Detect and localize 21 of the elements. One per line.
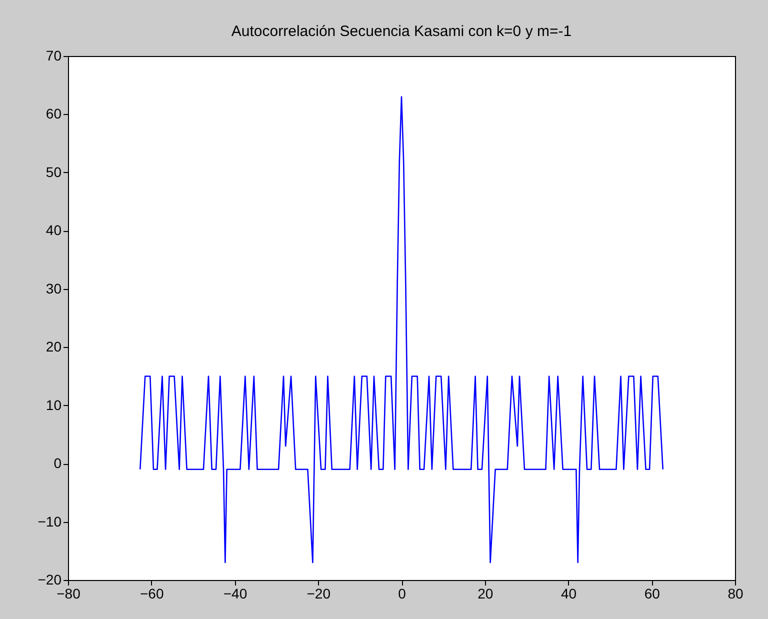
y-tick-label: 30 bbox=[46, 280, 62, 296]
x-tick-label: 40 bbox=[560, 586, 577, 602]
y-tick-label: −10 bbox=[38, 513, 62, 530]
x-tick-label: −80 bbox=[56, 586, 81, 602]
y-tick-label: 10 bbox=[46, 396, 62, 413]
x-tick-label: 80 bbox=[728, 586, 744, 602]
line-series bbox=[139, 96, 664, 564]
y-tick-label: 60 bbox=[46, 106, 62, 122]
chart-title: Autocorrelación Secuencia Kasami con k=0 y m=-1 bbox=[231, 23, 572, 40]
x-tick-label: 20 bbox=[478, 586, 494, 602]
y-tick-label: 40 bbox=[46, 222, 62, 238]
x-tick-label: 60 bbox=[644, 586, 660, 602]
y-tick-label: 70 bbox=[46, 48, 62, 64]
y-tick-label: 20 bbox=[46, 338, 62, 355]
y-tick-label: 0 bbox=[54, 455, 62, 472]
y-tick-label: 50 bbox=[46, 164, 62, 180]
x-tick-label: −20 bbox=[306, 586, 331, 602]
x-tick-label: −40 bbox=[223, 586, 248, 602]
x-tick-label: 0 bbox=[398, 586, 406, 602]
x-tick-label: −60 bbox=[140, 586, 164, 602]
y-tick-label: −20 bbox=[38, 572, 62, 588]
